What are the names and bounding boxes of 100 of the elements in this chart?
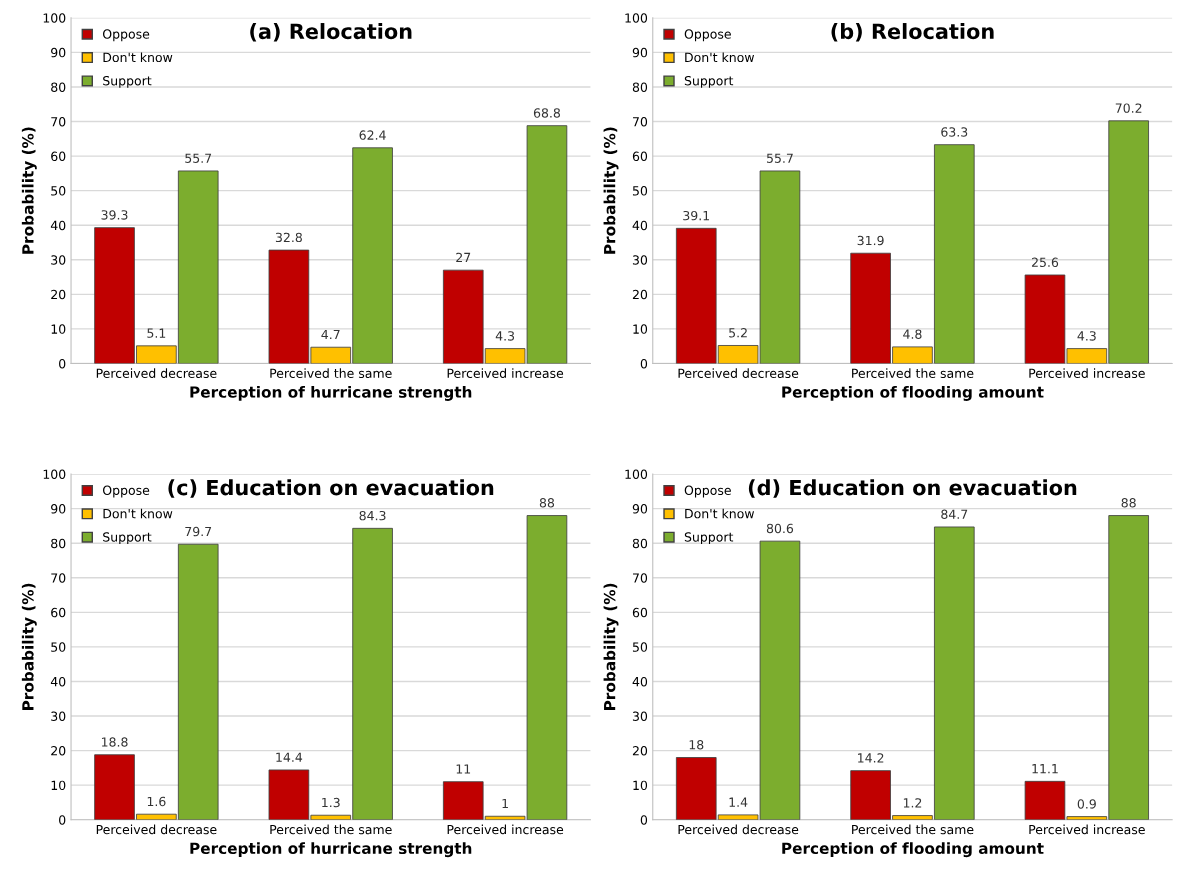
y-axis-title: Probability (%) [21, 127, 37, 254]
data-label: 1.4 [729, 797, 748, 807]
legend-label: Don't know [103, 508, 173, 519]
data-label: 39.1 [683, 210, 710, 221]
legend-label: Don't know [685, 52, 755, 63]
data-label: 88 [1121, 498, 1136, 508]
data-label: 11 [456, 764, 471, 774]
legend-label: Oppose [684, 29, 731, 42]
y-tick-label: 90 [51, 47, 66, 58]
y-tick-label: 70 [51, 573, 66, 583]
data-label: 1.2 [903, 798, 922, 808]
x-tick-label: Perceived decrease [96, 368, 217, 378]
x-tick-label: Perceived the same [270, 368, 392, 378]
data-label: 0.9 [1077, 799, 1096, 809]
y-axis-title: Probability (%) [21, 583, 37, 710]
chart-title: (c) Education on evacuation [168, 479, 494, 498]
y-axis-title: Probability (%) [603, 127, 619, 254]
data-label: 4.3 [495, 331, 515, 341]
y-tick-label: 0 [640, 358, 648, 369]
y-tick-label: 20 [632, 289, 648, 300]
x-tick-label: Perceived increase [1029, 368, 1145, 378]
y-tick-label: 60 [632, 151, 648, 162]
x-tick-label: Perceived increase [1029, 824, 1145, 835]
data-label: 79.7 [185, 526, 212, 537]
y-tick-label: 40 [50, 220, 66, 231]
y-tick-label: 70 [633, 573, 648, 583]
y-tick-label: 70 [633, 116, 648, 127]
x-tick-label: Perceived increase [447, 824, 564, 835]
x-tick-label: Perceived the same [852, 824, 974, 835]
x-tick-label: Perceived decrease [96, 824, 217, 835]
x-axis-title: Perception of hurricane strength [190, 385, 472, 401]
data-label: 5.2 [729, 328, 747, 338]
x-tick-label: Perceived decrease [678, 368, 799, 378]
y-tick-label: 60 [632, 607, 648, 618]
data-label: 18 [689, 740, 704, 750]
y-tick-label: 90 [632, 504, 648, 514]
legend-label: Don't know [103, 52, 173, 63]
y-tick-label: 10 [51, 324, 66, 334]
y-tick-label: 20 [51, 289, 66, 300]
legend-label: Oppose [102, 485, 150, 498]
y-tick-label: 10 [633, 780, 648, 791]
y-tick-label: 10 [51, 780, 66, 791]
data-label: 1 [502, 798, 508, 809]
data-label: 88 [539, 498, 555, 508]
legend-label: Support [684, 532, 734, 545]
legend-label: Support [103, 532, 152, 545]
data-label: 55.7 [185, 153, 212, 163]
y-tick-label: 100 [625, 13, 648, 23]
data-label: 18.8 [101, 737, 128, 747]
x-axis-title: Perception of flooding amount [782, 842, 1044, 858]
x-axis-title: Perception of hurricane strength [190, 842, 472, 858]
legend-label: Support [684, 75, 734, 88]
y-tick-label: 50 [632, 642, 648, 652]
chart-title: (a) Relocation [250, 23, 412, 42]
y-tick-label: 80 [51, 82, 66, 92]
legend-label: Don't know [685, 508, 755, 519]
x-tick-label: Perceived the same [270, 824, 392, 835]
data-label: 4.7 [321, 329, 340, 340]
data-label: 14.2 [858, 753, 884, 763]
y-tick-label: 30 [632, 255, 648, 265]
data-label: 5.1 [147, 328, 166, 338]
y-tick-label: 100 [43, 469, 66, 479]
y-tick-label: 90 [632, 47, 648, 58]
legend-label: Support [103, 75, 152, 88]
y-tick-label: 80 [51, 538, 66, 549]
data-label: 32.8 [275, 232, 302, 243]
y-tick-label: 50 [51, 186, 66, 196]
y-tick-label: 40 [632, 220, 648, 231]
x-tick-label: Perceived decrease [678, 824, 799, 835]
data-label: 4.8 [903, 329, 922, 339]
x-tick-label: Perceived the same [852, 368, 974, 378]
y-tick-label: 30 [51, 255, 66, 265]
chart-title: (d) Education on evacuation [748, 479, 1077, 498]
y-tick-label: 20 [51, 746, 66, 756]
y-tick-label: 100 [43, 13, 66, 23]
y-tick-label: 70 [51, 116, 66, 127]
y-tick-label: 90 [51, 504, 66, 514]
data-label: 84.7 [941, 509, 968, 519]
y-tick-label: 80 [632, 538, 648, 549]
y-tick-label: 100 [625, 469, 648, 479]
data-label: 80.6 [766, 523, 794, 534]
y-tick-label: 50 [51, 642, 66, 652]
data-label: 31.9 [857, 235, 884, 246]
data-label: 62.4 [359, 130, 386, 140]
data-label: 25.6 [1031, 257, 1059, 267]
data-label: 1.6 [147, 796, 166, 807]
y-tick-label: 80 [632, 82, 648, 92]
y-tick-label: 0 [59, 815, 66, 825]
x-axis-title: Perception of flooding amount [782, 385, 1044, 401]
y-tick-label: 50 [632, 186, 648, 196]
data-label: 63.3 [941, 127, 968, 137]
y-tick-label: 30 [632, 711, 648, 721]
data-label: 55.7 [766, 153, 793, 163]
legend-label: Oppose [102, 29, 150, 42]
y-tick-label: 10 [633, 324, 648, 334]
data-label: 27 [456, 252, 471, 262]
y-axis-title: Probability (%) [603, 583, 619, 710]
y-tick-label: 40 [50, 676, 66, 687]
x-tick-label: Perceived increase [447, 368, 564, 378]
y-tick-label: 40 [632, 676, 648, 687]
